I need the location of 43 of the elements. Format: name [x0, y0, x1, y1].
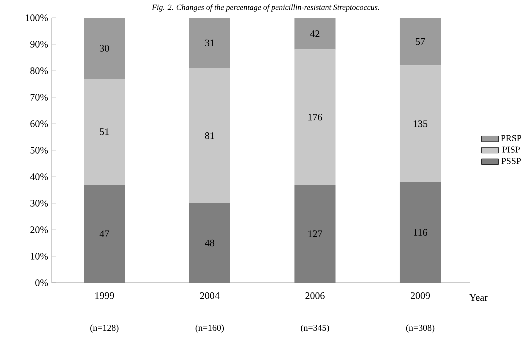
annotation: 127 [308, 230, 322, 238]
bar [400, 18, 442, 66]
y-tick-label: 10% [31, 253, 48, 260]
x-tick-label: 1999 [96, 292, 114, 300]
bar [294, 50, 336, 185]
annotation: 48 [205, 240, 215, 247]
bar [84, 78, 126, 185]
annotation: 57 [416, 38, 426, 46]
legend-label: PSSP [502, 158, 522, 164]
text: (n=160) [196, 324, 224, 333]
y-tick-label: 20% [30, 226, 48, 234]
annotation: 81 [205, 132, 214, 140]
y-tick-label: 40% [30, 174, 48, 180]
text: (n=128) [90, 324, 119, 333]
annotation: 135 [414, 120, 428, 128]
bar [400, 66, 442, 182]
bar [189, 18, 230, 68]
x-tick-label: 2009 [410, 292, 430, 300]
y-tick-label: 100% [26, 14, 48, 22]
x-tick-label: 2006 [306, 292, 325, 300]
annotation: 176 [308, 114, 322, 121]
bar [84, 18, 126, 79]
y-tick-label: 80% [30, 68, 48, 74]
y-tick-label: 70% [30, 94, 48, 101]
annotation: 51 [100, 128, 110, 136]
text: (n=308) [406, 324, 435, 333]
annotation: 42 [310, 30, 320, 38]
legend-label: PISP [502, 146, 520, 153]
y-tick-label: 90% [30, 41, 48, 48]
bar [189, 68, 230, 204]
annotation: 116 [414, 229, 428, 236]
y-tick-label: 0% [36, 280, 48, 286]
y-tick-label: 60% [30, 120, 48, 128]
y-tick-label: 30% [30, 200, 48, 207]
x-tick-label: 2004 [200, 292, 220, 300]
bar [294, 18, 336, 50]
x-axis-title: Year [470, 294, 488, 302]
annotation: 30 [100, 45, 110, 52]
annotation: 31 [205, 40, 214, 47]
annotation: 47 [100, 230, 110, 238]
text: (n=345) [301, 324, 330, 333]
y-tick-label: 50% [30, 147, 48, 154]
legend-label: PRSP [501, 135, 522, 142]
